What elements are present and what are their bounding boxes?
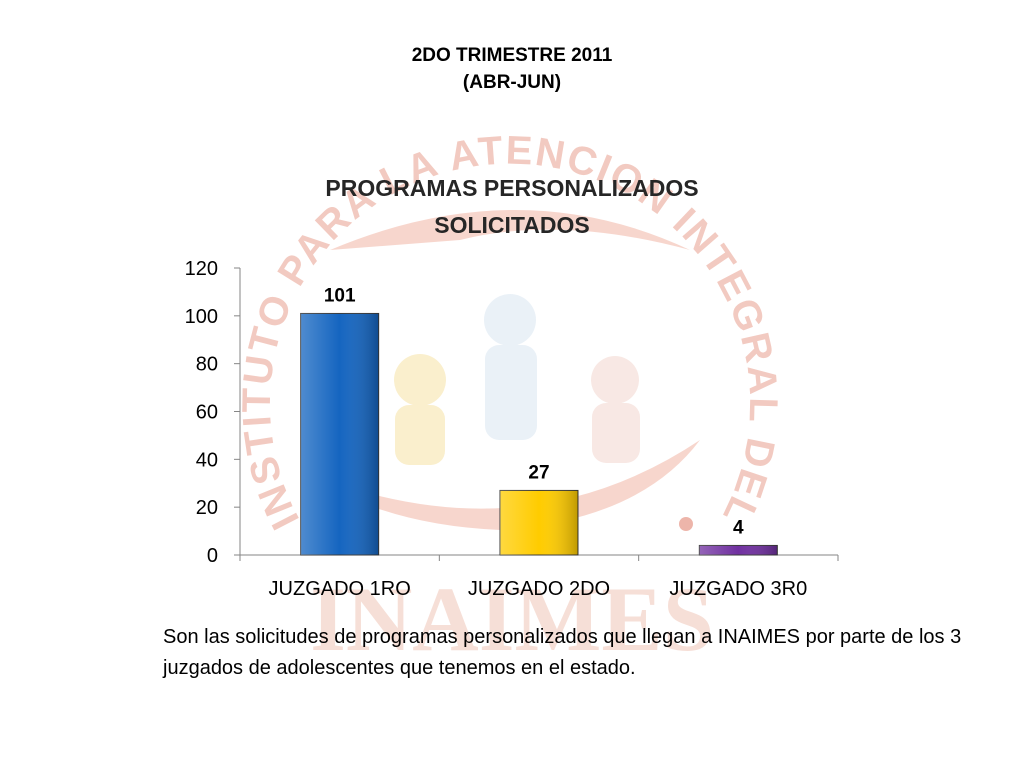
- chart-labels: 101 JUZGADO 1RO 27 JUZGADO 2DO 4 JUZGADO 3R0: [269, 285, 808, 600]
- bar-shade-1: [300, 313, 379, 555]
- watermark-logo-text: INAIMES: [310, 568, 714, 670]
- category-label-1: JUZGADO 1RO: [269, 578, 411, 600]
- chart-bars: [300, 312, 778, 556]
- bar-shade-3: [699, 545, 778, 555]
- y-tick-label: 0: [207, 545, 218, 567]
- data-label-1: 101: [324, 285, 356, 306]
- category-label-2: JUZGADO 2DO: [468, 578, 610, 600]
- header-period: 2DO TRIMESTRE 2011: [411, 45, 613, 66]
- y-tick-label: 80: [196, 354, 218, 376]
- bar-shade-2: [500, 490, 578, 555]
- page-header: 2DO TRIMESTRE 2011 (ABR-JUN): [0, 42, 1024, 96]
- y-tick-label: 40: [196, 449, 218, 471]
- y-tick-label: 100: [185, 306, 218, 328]
- data-label-2: 27: [528, 462, 549, 483]
- y-tick-label: 60: [196, 402, 218, 424]
- chart-title-line-1: PROGRAMAS PERSONALIZADOS: [325, 175, 698, 201]
- y-tick-label: 20: [196, 497, 218, 519]
- y-tick-label: 120: [185, 258, 218, 280]
- category-label-3: JUZGADO 3R0: [669, 578, 807, 600]
- data-label-3: 4: [733, 517, 744, 538]
- chart-caption: Son las solicitudes de programas persona…: [163, 626, 962, 679]
- header-months: (ABR-JUN): [462, 72, 562, 93]
- chart-title-line-2: SOLICITADOS: [434, 212, 589, 238]
